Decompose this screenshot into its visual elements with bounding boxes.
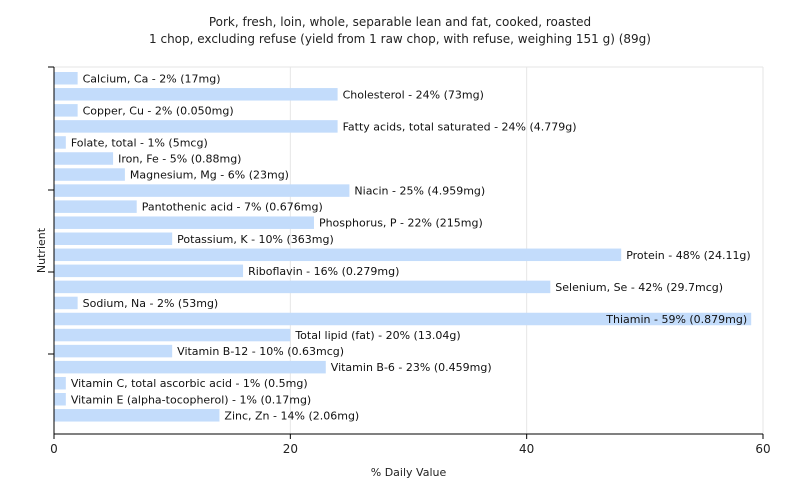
bar — [54, 393, 66, 406]
data-label: Thiamin - 59% (0.879mg) — [605, 313, 747, 326]
bar — [54, 232, 173, 245]
data-label: Calcium, Ca - 2% (17mg) — [83, 72, 221, 85]
x-tick-label: 60 — [755, 442, 770, 456]
bar — [54, 152, 114, 165]
bar — [54, 344, 173, 358]
bar — [54, 184, 350, 197]
y-axis-title: Nutrient — [35, 227, 48, 273]
data-label: Folate, total - 1% (5mcg) — [71, 136, 208, 149]
chart-subtitle: 1 chop, excluding refuse (yield from 1 r… — [149, 32, 651, 46]
data-label: Potassium, K - 10% (363mg) — [177, 233, 334, 246]
data-label: Vitamin B-6 - 23% (0.459mg) — [331, 361, 492, 374]
data-label: Protein - 48% (24.11g) — [626, 249, 751, 262]
chart-title: Pork, fresh, loin, whole, separable lean… — [208, 15, 592, 29]
data-label: Riboflavin - 16% (0.279mg) — [248, 265, 399, 278]
bar — [54, 328, 291, 342]
data-label: Cholesterol - 24% (73mg) — [343, 88, 484, 101]
bar — [54, 409, 220, 422]
bar — [54, 216, 314, 229]
bar — [54, 280, 551, 294]
data-label: Pantothenic acid - 7% (0.676mg) — [142, 201, 323, 214]
bar — [54, 72, 78, 85]
data-label: Vitamin E (alpha-tocopherol) - 1% (0.17m… — [71, 393, 311, 406]
data-label: Vitamin B-12 - 10% (0.63mcg) — [177, 345, 344, 358]
data-label: Selenium, Se - 42% (29.7mcg) — [555, 281, 723, 294]
x-tick-label: 40 — [519, 442, 534, 456]
bar — [54, 296, 78, 310]
x-axis-title: % Daily Value — [371, 466, 447, 479]
bar — [54, 360, 326, 374]
bar — [54, 264, 244, 278]
data-label: Zinc, Zn - 14% (2.06mg) — [224, 409, 359, 422]
data-label: Iron, Fe - 5% (0.88mg) — [118, 153, 241, 166]
data-label: Sodium, Na - 2% (53mg) — [83, 297, 219, 310]
bar — [54, 376, 66, 390]
data-label: Vitamin C, total ascorbic acid - 1% (0.5… — [71, 377, 308, 390]
data-label: Total lipid (fat) - 20% (13.04g) — [294, 329, 460, 342]
bar — [54, 200, 137, 213]
data-label: Copper, Cu - 2% (0.050mg) — [83, 104, 234, 117]
bar — [54, 136, 66, 149]
bar — [54, 104, 78, 117]
bar — [54, 120, 338, 133]
data-label: Fatty acids, total saturated - 24% (4.77… — [343, 120, 577, 133]
bar — [54, 88, 338, 101]
x-tick-label: 20 — [283, 442, 298, 456]
x-tick-label: 0 — [50, 442, 58, 456]
data-label: Niacin - 25% (4.959mg) — [354, 185, 485, 198]
bar — [54, 168, 125, 181]
data-label: Phosphorus, P - 22% (215mg) — [319, 217, 483, 230]
data-label: Magnesium, Mg - 6% (23mg) — [130, 169, 289, 182]
bar — [54, 312, 752, 326]
bar — [54, 248, 622, 262]
